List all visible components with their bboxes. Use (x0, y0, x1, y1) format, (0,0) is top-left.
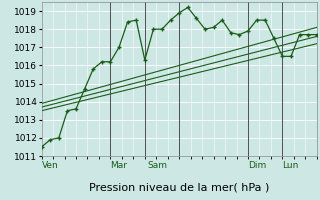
Text: Mar: Mar (110, 161, 127, 170)
Text: Sam: Sam (148, 161, 168, 170)
X-axis label: Pression niveau de la mer( hPa ): Pression niveau de la mer( hPa ) (89, 183, 269, 193)
Text: Dim: Dim (248, 161, 266, 170)
Text: Lun: Lun (282, 161, 299, 170)
Text: Ven: Ven (42, 161, 58, 170)
